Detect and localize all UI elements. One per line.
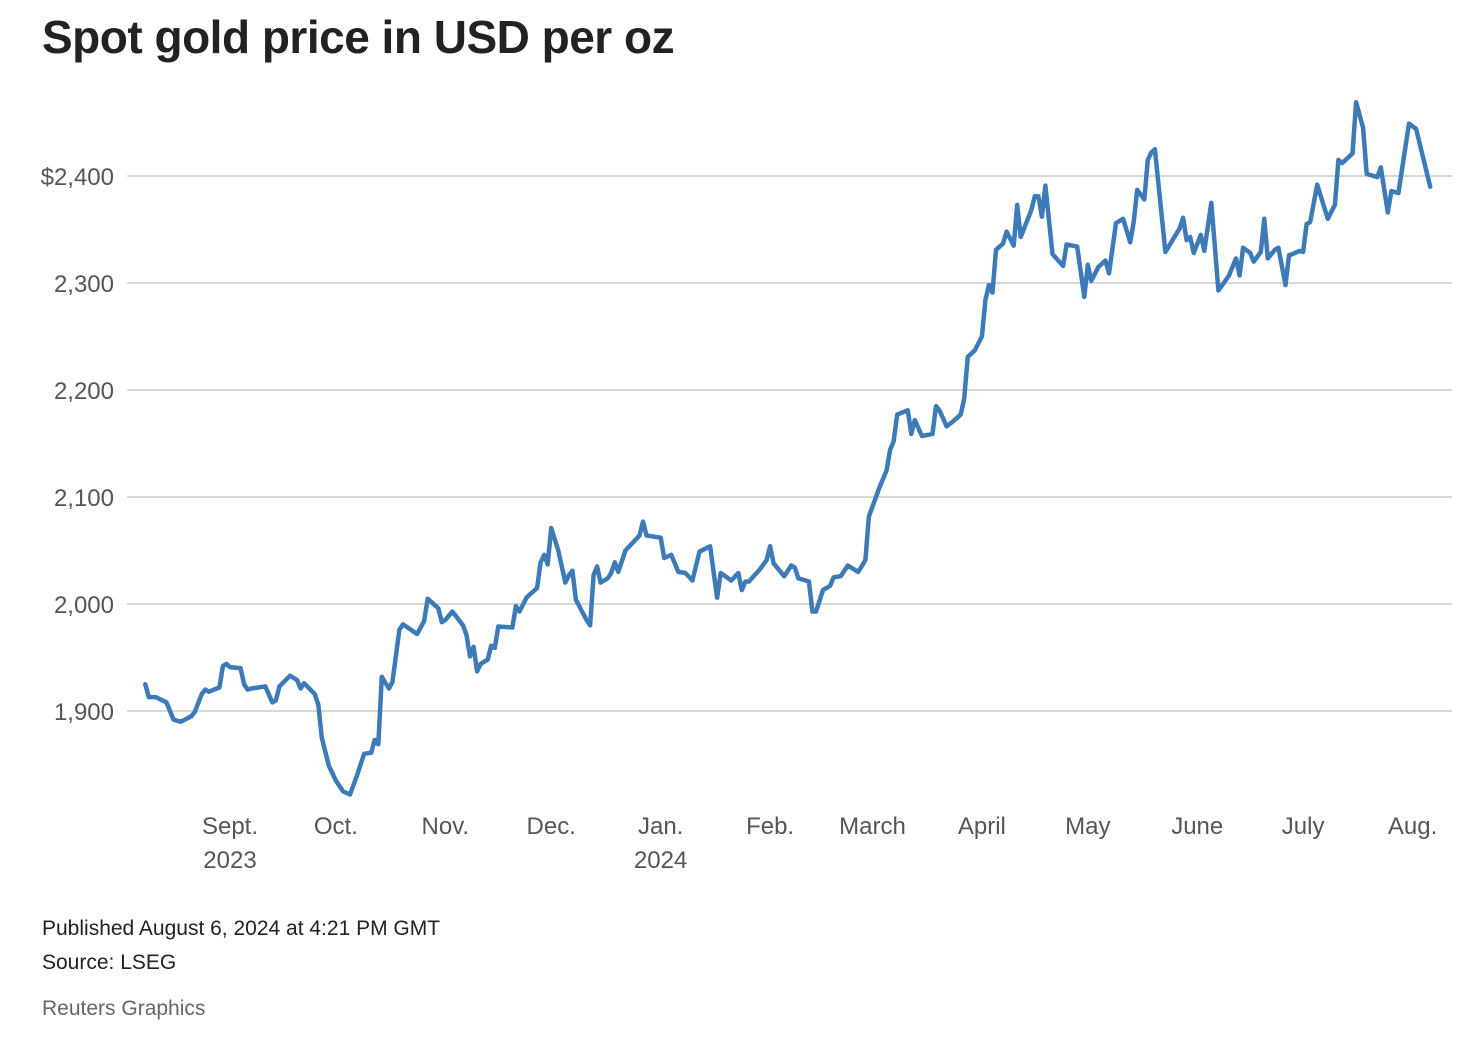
x-tick-label: March [839,813,906,840]
x-tick-label: Sept. [202,813,258,840]
x-tick-label: Nov. [422,813,470,840]
y-tick-label: 2,300 [54,271,114,298]
y-tick-label: $2,400 [41,164,114,191]
x-tick-label: Oct. [314,813,358,840]
x-axis: Sept. 2023 Oct. Nov. Dec. Jan. 2024 Feb. March Ap… [202,813,1437,874]
y-tick-label: 1,900 [54,699,114,726]
chart-title: Spot gold price in USD per oz [42,11,675,63]
x-tick-year: 2023 [203,847,256,874]
x-tick-label: Feb. [746,813,794,840]
x-tick-label: Dec. [527,813,576,840]
x-tick-label: Jan. [638,813,683,840]
x-tick-label: Aug. [1388,813,1437,840]
published-timestamp: Published August 6, 2024 at 4:21 PM GMT [42,917,441,940]
gridlines [127,175,1452,712]
gold-price-line [143,99,1433,797]
x-tick-label: June [1171,813,1223,840]
x-tick-label: May [1065,813,1110,840]
x-tick-year: 2024 [634,847,687,874]
y-tick-label: 2,200 [54,378,114,405]
source-note: Source: LSEG [42,951,177,974]
x-tick-label: April [958,813,1006,840]
x-tick-label: July [1282,813,1325,840]
y-tick-label: 2,100 [54,485,114,512]
y-tick-label: 2,000 [54,592,114,619]
y-axis: $2,400 2,300 2,200 2,100 2,000 1,900 [41,164,114,726]
credit-label: Reuters Graphics [42,997,206,1020]
